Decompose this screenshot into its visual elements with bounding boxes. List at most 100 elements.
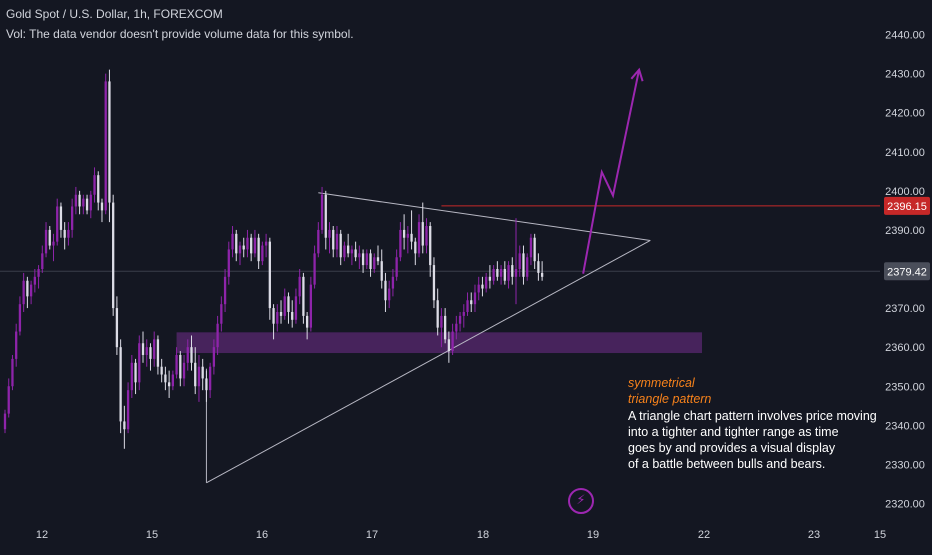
- candle-body: [33, 276, 36, 285]
- candle-body: [261, 245, 264, 262]
- candle-body: [209, 366, 212, 391]
- price-label-bg: [884, 262, 930, 281]
- candle: [29, 280, 33, 305]
- candle: [455, 315, 458, 340]
- candle-body: [194, 362, 197, 387]
- candle: [41, 245, 44, 273]
- candle: [227, 241, 230, 285]
- candle: [443, 308, 447, 344]
- candle: [149, 343, 152, 371]
- candle-body: [373, 257, 376, 269]
- candle: [201, 358, 204, 391]
- candle: [182, 354, 186, 387]
- candle-body: [149, 347, 152, 359]
- candle: [123, 405, 126, 449]
- candle-body: [238, 245, 242, 254]
- candle: [503, 261, 506, 285]
- y-tick-label: 2410.00: [885, 147, 925, 159]
- candle: [26, 276, 29, 309]
- candle-body: [540, 272, 544, 277]
- candle: [488, 265, 492, 289]
- candle-body: [48, 229, 51, 246]
- candle-body: [74, 194, 78, 207]
- candle: [223, 269, 227, 312]
- candle-body: [406, 233, 409, 238]
- candle-body: [7, 386, 10, 414]
- candle-body: [93, 175, 96, 195]
- candle-body: [41, 253, 44, 269]
- candle-body: [384, 280, 387, 301]
- candle: [279, 300, 283, 324]
- candle-body: [507, 265, 510, 281]
- y-tick-label: 2340.00: [885, 420, 925, 432]
- support-zone: [176, 332, 702, 354]
- candle: [358, 245, 361, 269]
- candle: [56, 198, 59, 246]
- candle-body: [283, 296, 286, 316]
- candle-body: [246, 237, 249, 250]
- price-label-text: 2396.15: [887, 201, 927, 213]
- candle: [283, 288, 286, 320]
- candle-body: [67, 229, 70, 238]
- candle: [473, 284, 477, 312]
- candle-body: [388, 288, 391, 301]
- candle: [507, 261, 510, 289]
- candle-body: [328, 229, 331, 238]
- candle-body: [358, 253, 361, 258]
- candle: [537, 253, 540, 281]
- candle-body: [190, 347, 193, 363]
- candle-body: [470, 300, 473, 305]
- triangle-upper-line: [318, 192, 651, 241]
- candle: [320, 186, 324, 234]
- candle: [328, 222, 331, 254]
- candle: [33, 269, 36, 293]
- candle: [250, 233, 253, 262]
- candle: [540, 261, 544, 281]
- candle-body: [153, 339, 156, 359]
- candle: [361, 249, 365, 273]
- candle-body: [455, 323, 458, 332]
- candle-body: [250, 237, 253, 254]
- candle: [242, 237, 245, 258]
- candle: [347, 233, 350, 258]
- candle: [70, 198, 74, 238]
- candle: [59, 202, 63, 238]
- candle-body: [380, 261, 383, 281]
- candle-body: [119, 347, 122, 422]
- candle-body: [264, 241, 268, 246]
- candle: [138, 335, 141, 391]
- candle: [112, 194, 115, 316]
- candle-body: [481, 284, 484, 289]
- candle: [302, 272, 305, 324]
- candle-body: [141, 343, 145, 355]
- price-label-bg: [884, 196, 930, 215]
- y-tick-label: 2390.00: [885, 225, 925, 237]
- candle-body: [182, 362, 186, 379]
- lightning-bolt-icon[interactable]: ⚡: [568, 488, 594, 514]
- candle: [511, 257, 514, 285]
- candle-body: [205, 378, 208, 391]
- candle-body: [391, 276, 395, 289]
- candle: [100, 198, 104, 223]
- y-tick-label: 2420.00: [885, 108, 925, 120]
- candle: [175, 347, 178, 379]
- candle-body: [104, 81, 107, 211]
- candle: [514, 218, 518, 305]
- candle: [268, 237, 271, 320]
- candle: [104, 73, 107, 215]
- x-tick-label: 17: [366, 529, 378, 541]
- candle-body: [97, 175, 100, 203]
- candle: [257, 233, 260, 269]
- candle-body: [115, 308, 119, 348]
- candle: [130, 354, 133, 398]
- x-tick-label: 18: [477, 529, 489, 541]
- candle: [186, 339, 189, 371]
- candle-body: [37, 269, 40, 277]
- candle: [432, 257, 436, 309]
- candle-body: [447, 339, 451, 352]
- candle-body: [302, 276, 305, 316]
- candle-body: [145, 347, 148, 355]
- annotation-body-line4: of a battle between bulls and bears.: [628, 457, 826, 471]
